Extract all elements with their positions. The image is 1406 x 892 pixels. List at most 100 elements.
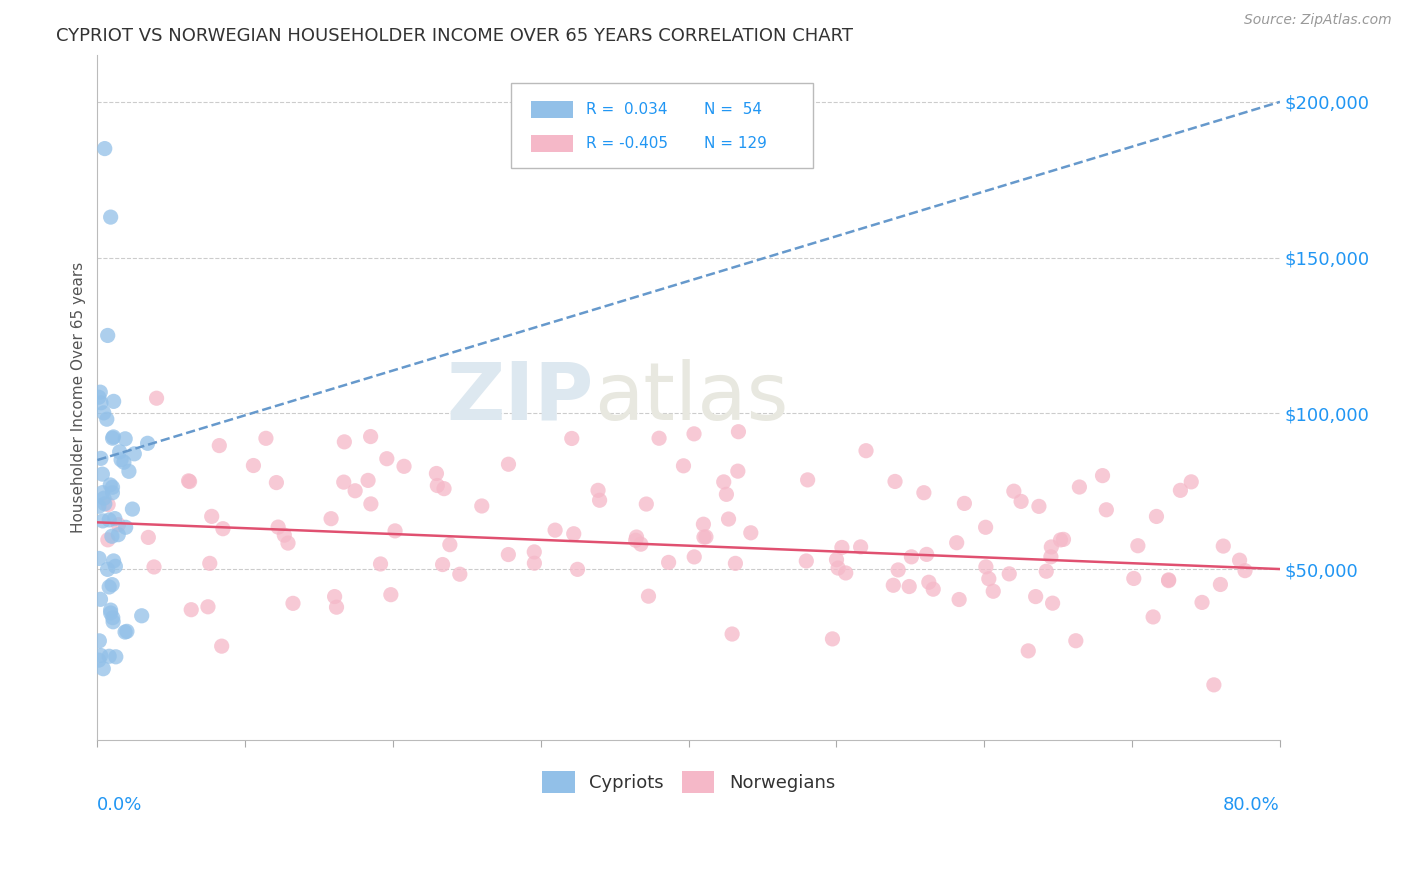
Point (724, 557, 747, 571)
Point (796, 473, 818, 487)
Point (918, 575, 941, 590)
Point (1017, 644, 1039, 658)
Point (89, 633, 111, 648)
Point (695, 530, 717, 544)
Point (115, 624, 138, 639)
Point (586, 483, 609, 498)
Point (953, 496, 976, 510)
Point (624, 533, 647, 548)
Point (114, 520, 136, 534)
Point (91, 485, 114, 500)
Point (1212, 539, 1234, 553)
Point (1035, 564, 1057, 578)
Point (1157, 573, 1180, 587)
Point (91, 662, 114, 676)
Point (562, 526, 585, 541)
Point (333, 434, 356, 449)
Point (426, 478, 449, 492)
Point (1040, 540, 1063, 554)
Text: N = 129: N = 129 (704, 136, 766, 151)
Point (727, 425, 749, 439)
Point (281, 596, 304, 610)
Point (98, 478, 121, 492)
Point (212, 522, 235, 536)
Point (323, 590, 346, 604)
Point (1146, 509, 1168, 524)
Point (197, 599, 219, 614)
Text: N =  54: N = 54 (704, 102, 762, 117)
Point (93, 142, 115, 156)
Text: atlas: atlas (593, 359, 789, 437)
Text: 0.0%: 0.0% (97, 797, 143, 814)
Point (471, 499, 494, 513)
Point (1170, 483, 1192, 498)
Point (94, 497, 117, 511)
Point (375, 451, 398, 466)
Point (561, 432, 583, 446)
Point (717, 512, 740, 526)
Point (87, 500, 110, 514)
Point (100, 210, 122, 224)
Point (915, 548, 938, 562)
Point (1229, 553, 1251, 567)
Point (588, 493, 610, 508)
Point (89, 592, 111, 607)
Point (104, 649, 127, 664)
Point (998, 566, 1021, 581)
Point (882, 578, 904, 592)
Point (98, 580, 121, 594)
Point (683, 549, 706, 564)
Text: 80.0%: 80.0% (1223, 797, 1279, 814)
Point (100, 606, 122, 620)
Point (948, 592, 970, 607)
Point (277, 536, 299, 550)
Point (211, 639, 233, 653)
Point (637, 589, 659, 603)
Point (143, 560, 166, 574)
Point (87, 551, 110, 566)
Point (827, 561, 849, 575)
Point (101, 431, 124, 445)
Point (713, 475, 735, 489)
Point (392, 459, 415, 474)
Point (825, 552, 848, 566)
Point (544, 523, 567, 537)
Point (101, 610, 124, 624)
Point (107, 517, 129, 532)
Point (208, 439, 231, 453)
Point (100, 603, 122, 617)
Point (849, 540, 872, 554)
Point (98, 649, 121, 664)
Point (425, 467, 447, 481)
Point (672, 458, 695, 473)
Point (266, 475, 288, 490)
Point (103, 430, 125, 444)
Point (884, 475, 907, 489)
Point (198, 557, 221, 571)
Text: Source: ZipAtlas.com: Source: ZipAtlas.com (1244, 13, 1392, 28)
Point (498, 548, 520, 562)
Point (101, 577, 124, 591)
Point (90, 451, 112, 466)
Point (1126, 539, 1149, 553)
Point (523, 545, 546, 559)
Point (96, 412, 118, 426)
Point (273, 528, 295, 542)
Point (370, 557, 392, 571)
Point (981, 584, 1004, 599)
Point (325, 600, 347, 615)
Point (101, 485, 124, 500)
Point (131, 608, 153, 623)
Point (91, 514, 114, 528)
Point (319, 511, 342, 525)
Point (1157, 574, 1180, 588)
Point (103, 554, 125, 568)
Point (380, 588, 402, 602)
Point (98, 513, 121, 527)
Y-axis label: Householder Income Over 65 years: Householder Income Over 65 years (72, 262, 86, 533)
Point (1064, 633, 1087, 648)
Point (97, 498, 120, 512)
Point (831, 541, 853, 555)
Point (683, 426, 706, 441)
Point (108, 445, 131, 459)
